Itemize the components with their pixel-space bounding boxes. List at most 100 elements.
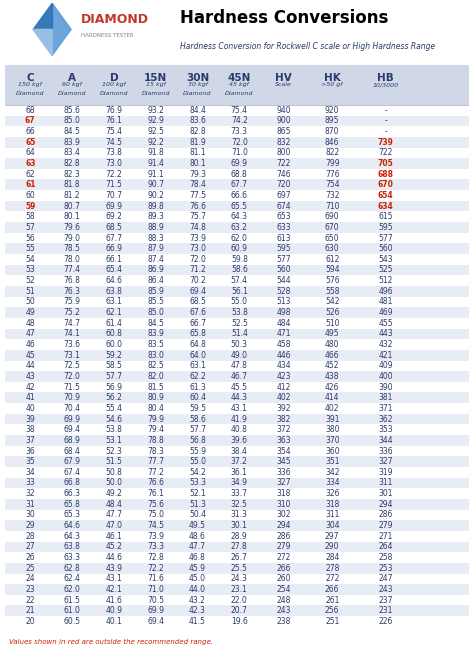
Text: 40.1: 40.1 xyxy=(105,617,122,626)
Text: 52.1: 52.1 xyxy=(189,489,206,498)
Text: 251: 251 xyxy=(325,617,339,626)
Text: 49.0: 49.0 xyxy=(231,351,248,360)
Text: 542: 542 xyxy=(325,297,339,306)
Text: 69.9: 69.9 xyxy=(147,606,164,615)
Text: 20.7: 20.7 xyxy=(231,606,248,615)
Text: 45 kgf: 45 kgf xyxy=(229,82,249,87)
Text: 84.4: 84.4 xyxy=(189,106,206,115)
Text: 23.1: 23.1 xyxy=(231,585,248,594)
Text: 510: 510 xyxy=(325,319,339,328)
Text: 310: 310 xyxy=(276,500,291,509)
Text: 231: 231 xyxy=(378,606,393,615)
Text: 363: 363 xyxy=(276,436,291,445)
Text: 93.2: 93.2 xyxy=(147,106,164,115)
Text: 47.0: 47.0 xyxy=(105,521,122,530)
Text: 60: 60 xyxy=(26,191,35,200)
FancyBboxPatch shape xyxy=(5,499,469,510)
Text: 76.3: 76.3 xyxy=(64,287,81,296)
Text: 76.6: 76.6 xyxy=(189,201,206,211)
FancyBboxPatch shape xyxy=(5,584,469,595)
Text: 56.2: 56.2 xyxy=(105,393,122,402)
Text: 55.4: 55.4 xyxy=(105,404,122,413)
Text: 334: 334 xyxy=(325,479,339,488)
Text: 32: 32 xyxy=(26,489,35,498)
Text: 92.9: 92.9 xyxy=(147,117,164,125)
Text: Hardness Conversion for Rockwell C scale or High Hardness Range: Hardness Conversion for Rockwell C scale… xyxy=(180,42,436,52)
Text: 83.9: 83.9 xyxy=(147,329,164,338)
Text: 49.5: 49.5 xyxy=(189,521,206,530)
Text: 69.4: 69.4 xyxy=(189,287,206,296)
Text: 62.0: 62.0 xyxy=(64,585,81,594)
Text: 83.9: 83.9 xyxy=(64,138,81,147)
Text: 21: 21 xyxy=(26,606,35,615)
Text: 67: 67 xyxy=(25,117,36,125)
FancyBboxPatch shape xyxy=(5,467,469,478)
Text: 63.2: 63.2 xyxy=(231,223,248,232)
FancyBboxPatch shape xyxy=(5,339,469,350)
Text: 595: 595 xyxy=(378,223,393,232)
Text: 53.8: 53.8 xyxy=(105,425,122,434)
Text: 89.3: 89.3 xyxy=(147,213,164,221)
Text: 82.8: 82.8 xyxy=(189,127,206,136)
Text: 73.3: 73.3 xyxy=(147,542,164,552)
Text: 79.6: 79.6 xyxy=(64,223,81,232)
Text: 40.8: 40.8 xyxy=(231,425,248,434)
Text: 34.9: 34.9 xyxy=(231,479,248,488)
Text: 266: 266 xyxy=(276,564,291,572)
Text: 402: 402 xyxy=(276,393,291,402)
Text: 512: 512 xyxy=(378,276,393,285)
FancyBboxPatch shape xyxy=(5,542,469,552)
Text: 50.8: 50.8 xyxy=(105,468,122,477)
Text: 44.6: 44.6 xyxy=(105,553,122,562)
Text: 412: 412 xyxy=(276,383,291,392)
Text: 286: 286 xyxy=(276,532,291,541)
Text: 47.8: 47.8 xyxy=(231,361,248,370)
Text: 278: 278 xyxy=(325,564,339,572)
Text: 372: 372 xyxy=(276,425,291,434)
Text: 77.4: 77.4 xyxy=(64,265,81,274)
Text: 32.5: 32.5 xyxy=(231,500,248,509)
Text: 53.8: 53.8 xyxy=(231,308,248,317)
Text: 697: 697 xyxy=(276,191,291,200)
Text: Scale: Scale xyxy=(275,82,292,87)
Text: 336: 336 xyxy=(276,468,291,477)
Text: 59: 59 xyxy=(25,201,36,211)
Text: 62.4: 62.4 xyxy=(64,574,81,584)
Text: 70.2: 70.2 xyxy=(189,276,206,285)
Text: 26: 26 xyxy=(26,553,35,562)
Text: 86.4: 86.4 xyxy=(147,276,164,285)
Text: 822: 822 xyxy=(325,149,339,157)
Text: 400: 400 xyxy=(378,372,393,381)
FancyBboxPatch shape xyxy=(5,456,469,467)
Text: 19.6: 19.6 xyxy=(231,617,248,626)
Text: 78.3: 78.3 xyxy=(147,447,164,456)
FancyBboxPatch shape xyxy=(5,190,469,201)
Text: 30.1: 30.1 xyxy=(231,521,248,530)
Text: 60.9: 60.9 xyxy=(231,244,248,253)
Text: 56.8: 56.8 xyxy=(189,436,206,445)
Text: 64.0: 64.0 xyxy=(189,351,206,360)
Text: 65: 65 xyxy=(25,138,36,147)
Text: 74.2: 74.2 xyxy=(231,117,248,125)
Text: 67.6: 67.6 xyxy=(189,308,206,317)
Text: 46.1: 46.1 xyxy=(105,532,122,541)
Text: 498: 498 xyxy=(276,308,291,317)
Text: 558: 558 xyxy=(325,287,339,296)
Text: 63.8: 63.8 xyxy=(105,287,122,296)
Text: 311: 311 xyxy=(378,479,393,488)
Text: 327: 327 xyxy=(276,479,291,488)
Text: 50.4: 50.4 xyxy=(189,511,206,520)
Text: 71.5: 71.5 xyxy=(64,383,81,392)
Text: 64.8: 64.8 xyxy=(189,340,206,349)
Text: 68.9: 68.9 xyxy=(64,436,81,445)
Text: Diamond: Diamond xyxy=(141,91,170,96)
Text: 469: 469 xyxy=(378,308,393,317)
Text: 41.9: 41.9 xyxy=(231,415,248,424)
Text: 560: 560 xyxy=(378,244,393,253)
Text: 86.9: 86.9 xyxy=(147,265,164,274)
Text: 73.1: 73.1 xyxy=(64,351,81,360)
Text: 56: 56 xyxy=(26,233,35,243)
Text: 455: 455 xyxy=(378,319,393,328)
FancyBboxPatch shape xyxy=(5,286,469,297)
Text: 380: 380 xyxy=(325,425,339,434)
